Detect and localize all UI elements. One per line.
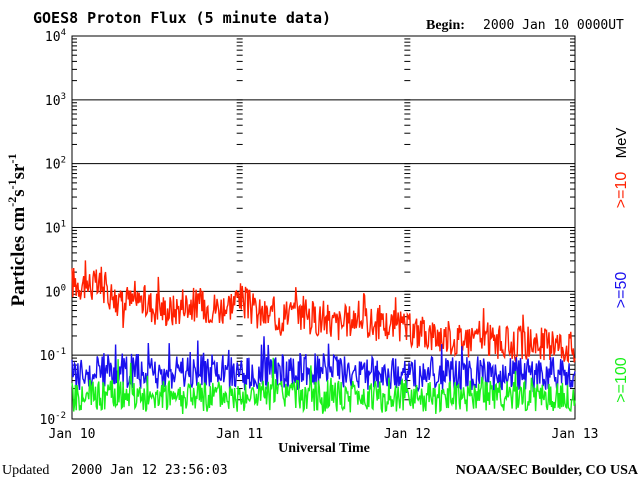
begin-label: Begin: — [426, 18, 465, 33]
y-tick-label: 10-1 — [40, 347, 67, 364]
updated-label: Updated — [2, 463, 49, 478]
y-tick-label: 102 — [45, 156, 66, 173]
series-line-ge10 — [71, 260, 576, 364]
y-tick-label: 10-2 — [40, 411, 67, 428]
x-tick-label: Jan 10 — [49, 427, 96, 442]
y-tick-label: 103 — [45, 92, 66, 109]
y-tick-label: 101 — [45, 220, 66, 237]
legend-ge10: >=10 — [613, 172, 630, 209]
x-axis-label: Universal Time — [278, 441, 370, 456]
series-line-ge50 — [71, 336, 576, 393]
series-group — [71, 260, 576, 415]
y-tick-label: 100 — [45, 283, 66, 300]
begin-value: 2000 Jan 10 0000UT — [483, 18, 624, 33]
legend: MeV >=10 >=50 >=100 — [613, 128, 630, 403]
legend-ge50: >=50 — [613, 272, 630, 309]
legend-unit: MeV — [613, 128, 630, 159]
chart-title: GOES8 Proton Flux (5 minute data) — [33, 9, 331, 27]
x-tick-label: Jan 11 — [216, 427, 263, 442]
x-ticks: Jan 10 Jan 11 Jan 12 Jan 13 — [49, 427, 599, 442]
series-line-ge100 — [71, 357, 576, 415]
y-axis-label: Particles cm-2s-1sr-1 — [5, 154, 29, 307]
x-tick-label: Jan 12 — [384, 427, 431, 442]
updated-value: 2000 Jan 12 23:56:03 — [71, 463, 228, 478]
x-tick-label: Jan 13 — [552, 427, 599, 442]
y-tick-label: 104 — [45, 28, 66, 45]
legend-ge100: >=100 — [613, 357, 630, 402]
credit: NOAA/SEC Boulder, CO USA — [456, 463, 639, 478]
